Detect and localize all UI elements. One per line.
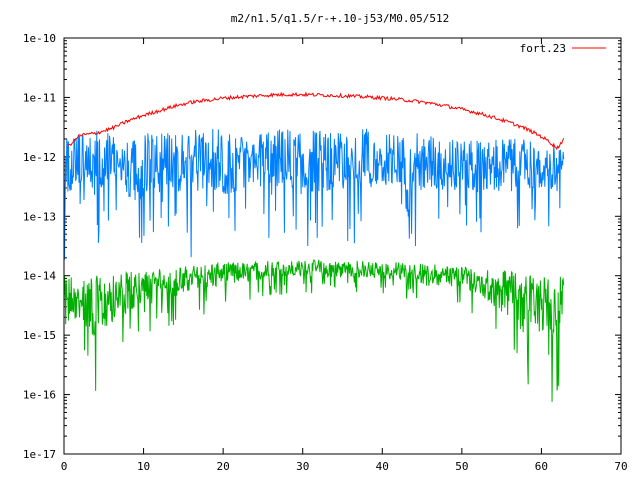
x-axis: 0 10 20 30 40 50 60 70 xyxy=(61,38,628,473)
series-line-2 xyxy=(63,259,565,402)
plot-frame xyxy=(63,37,622,455)
chart-title: m2/n1.5/q1.5/r-+.10-j53/M0.05/512 xyxy=(231,12,450,25)
x-tick-label: 70 xyxy=(614,460,627,473)
series-line-1 xyxy=(63,128,565,260)
y-tick-label: 1e-10 xyxy=(23,32,56,45)
x-tick-label: 30 xyxy=(296,460,309,473)
y-tick-label: 1e-16 xyxy=(23,389,56,402)
y-tick-label: 1e-15 xyxy=(23,329,56,342)
x-tick-label: 0 xyxy=(61,460,68,473)
legend: fort.23 xyxy=(520,42,606,55)
y-axis: 1e-17 1e-16 1e-15 1e-14 1e-13 1e-12 1e-11 1e-10 xyxy=(23,32,621,461)
x-tick-label: 40 xyxy=(376,460,389,473)
y-tick-label: 1e-13 xyxy=(23,210,56,223)
legend-label: fort.23 xyxy=(520,42,566,55)
x-tick-label: 50 xyxy=(455,460,468,473)
x-tick-label: 60 xyxy=(535,460,548,473)
y-tick-label: 1e-12 xyxy=(23,151,56,164)
series-line-0 xyxy=(67,91,565,151)
series-layer xyxy=(63,91,565,402)
y-tick-label: 1e-17 xyxy=(23,448,56,461)
y-tick-label: 1e-14 xyxy=(23,270,56,283)
x-tick-label: 10 xyxy=(137,460,150,473)
y-tick-label: 1e-11 xyxy=(23,91,56,104)
x-tick-label: 20 xyxy=(217,460,230,473)
